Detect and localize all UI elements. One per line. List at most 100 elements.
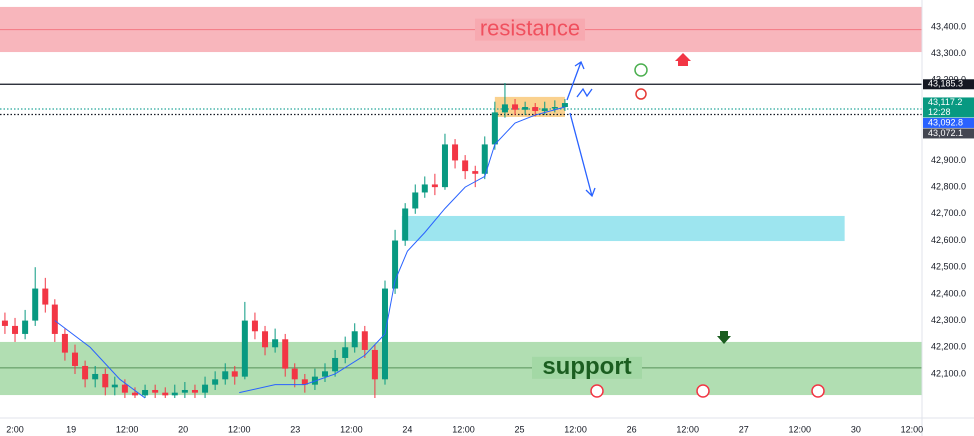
zone — [401, 215, 845, 242]
zone-label-bg — [532, 356, 642, 379]
red-circle — [635, 88, 647, 100]
countdown-label: 12:28 — [928, 107, 951, 117]
candle-body — [152, 389, 159, 393]
candle-body — [301, 379, 308, 385]
candle-body — [332, 357, 339, 372]
candle-body — [462, 160, 469, 172]
price-label: 43,072.1 — [928, 128, 963, 138]
y-tick-label: 42,500.0 — [931, 262, 966, 272]
y-tick-label: 42,600.0 — [931, 235, 966, 245]
candle-body — [412, 192, 419, 209]
price-label-bg — [923, 79, 974, 90]
y-tick-label: 43,300.0 — [931, 48, 966, 58]
candle-body — [42, 288, 49, 305]
up-arrow — [566, 61, 585, 101]
candles — [1, 83, 568, 398]
ma-line — [54, 106, 566, 399]
zones: resistance support — [0, 6, 922, 396]
x-tick-label: 12:00 — [901, 424, 924, 434]
candle-body — [1, 320, 8, 326]
candle-body — [131, 392, 138, 396]
y-tick-label: 42,700.0 — [931, 208, 966, 218]
drawings — [566, 53, 825, 398]
price-lines — [0, 83, 922, 116]
candle-body — [262, 331, 269, 348]
y-tick-label: 42,800.0 — [931, 181, 966, 191]
zone-label: resistance — [480, 15, 580, 40]
candle-body — [82, 365, 89, 380]
candle-body — [472, 171, 479, 174]
y-tick-label: 43,400.0 — [931, 21, 966, 31]
event-icons — [590, 384, 825, 398]
x-tick-label: 12:00 — [228, 424, 251, 434]
y-tick-label: 42,300.0 — [931, 315, 966, 325]
candle-body — [222, 371, 229, 380]
price-label: 43,117.2 — [928, 97, 962, 107]
green-circle — [634, 63, 648, 77]
candle-body — [481, 144, 488, 174]
x-tick-label: 12:00 — [676, 424, 699, 434]
x-tick-label: 12:00 — [340, 424, 363, 434]
candle-body — [61, 333, 68, 353]
candle-body — [241, 320, 248, 377]
candle-body — [541, 108, 548, 112]
x-tick-label: 12:00 — [789, 424, 812, 434]
zigzag-arrow — [576, 87, 593, 98]
x-tick-label: 12:00 — [116, 424, 139, 434]
x-tick-label: 23 — [290, 424, 300, 434]
candle-body — [291, 368, 298, 380]
event-icon — [590, 384, 604, 398]
candle-body — [441, 144, 448, 188]
y-tick-label: 42,200.0 — [931, 342, 966, 352]
price-label-bg — [923, 117, 974, 128]
candle-body — [121, 384, 128, 393]
candle-body — [142, 389, 149, 396]
price-label: 43,092.8 — [928, 117, 963, 127]
candle-body — [251, 320, 258, 332]
arrows — [566, 61, 596, 198]
x-tick-label: 30 — [851, 424, 861, 434]
x-tick-label: 20 — [178, 424, 188, 434]
x-tick-label: 26 — [627, 424, 637, 434]
event-icon — [696, 384, 710, 398]
candle-body — [92, 373, 99, 380]
candle-body — [32, 288, 39, 321]
x-tick-label: 19 — [66, 424, 76, 434]
candle-body — [342, 347, 349, 358]
candle-body — [272, 339, 279, 348]
candle-body — [491, 112, 498, 145]
candle-body — [72, 352, 79, 366]
candle-body — [522, 107, 529, 110]
candle-body — [162, 392, 169, 396]
y-tick-label: 42,900.0 — [931, 155, 966, 165]
x-tick-label: 25 — [515, 424, 525, 434]
x-tick-label: 12:00 — [452, 424, 475, 434]
candle-body — [322, 371, 329, 377]
candle-body — [512, 104, 519, 110]
event-icon — [811, 384, 825, 398]
y-tick-label: 42,400.0 — [931, 288, 966, 298]
x-tick-label: 12:00 — [564, 424, 587, 434]
y-tick-label: 42,100.0 — [931, 368, 966, 378]
candle-body — [191, 389, 198, 393]
price-label: 43,185.3 — [928, 79, 963, 89]
candle-body — [431, 184, 438, 188]
candle-body — [231, 371, 238, 377]
moving-average — [54, 106, 566, 399]
candle-body — [561, 103, 568, 108]
candle-body — [282, 339, 289, 369]
candle-body — [351, 331, 358, 348]
candle-body — [361, 331, 368, 350]
candle-body — [12, 325, 19, 334]
zone-label: support — [542, 353, 631, 380]
red-up-icon — [675, 53, 691, 66]
price-label-bg — [923, 128, 974, 139]
candle-body — [501, 104, 508, 113]
x-tick-label: 2:00 — [6, 424, 24, 434]
candle-body — [102, 373, 109, 388]
candle-body — [212, 379, 219, 385]
candle-body — [532, 107, 539, 112]
